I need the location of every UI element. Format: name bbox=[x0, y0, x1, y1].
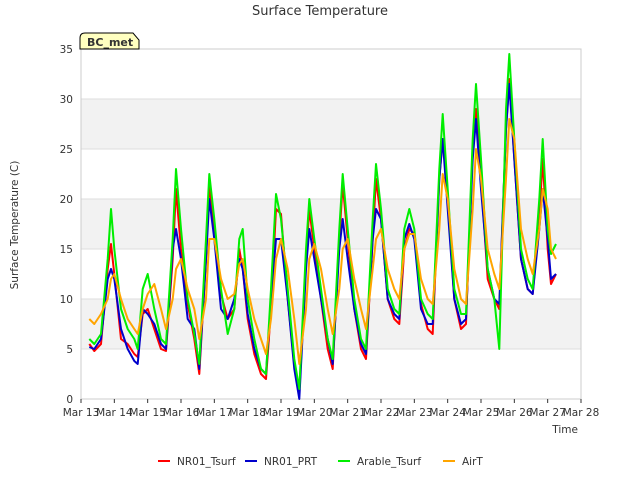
series-lines bbox=[88, 53, 557, 400]
y-tick-label: 5 bbox=[66, 344, 73, 356]
x-tick-label: Mar 28 bbox=[563, 407, 600, 419]
series-line-airt bbox=[88, 118, 557, 365]
y-tick-label: 35 bbox=[60, 44, 73, 56]
y-tick-label: 0 bbox=[66, 394, 73, 406]
x-tick-label: Mar 23 bbox=[396, 407, 433, 419]
legend-label: NR01_PRT bbox=[264, 456, 318, 468]
x-tick-label: Mar 14 bbox=[96, 407, 133, 419]
y-tick-label: 30 bbox=[60, 94, 73, 106]
x-tick-label: Mar 16 bbox=[163, 407, 200, 419]
background-band bbox=[81, 199, 581, 249]
y-tick-label: 15 bbox=[60, 244, 73, 256]
x-tick-label: Mar 13 bbox=[63, 407, 100, 419]
site-label: BC_met bbox=[87, 36, 133, 49]
y-tick-label: 20 bbox=[60, 194, 73, 206]
x-tick-label: Mar 24 bbox=[429, 407, 466, 419]
legend: NR01_Tsurf NR01_PRT Arable_Tsurf AirT bbox=[158, 456, 483, 468]
legend-label: NR01_Tsurf bbox=[177, 456, 236, 468]
background-band bbox=[81, 99, 581, 149]
y-tick-label: 25 bbox=[60, 144, 73, 156]
y-tick-label: 10 bbox=[60, 294, 73, 306]
plot-frame bbox=[80, 48, 582, 400]
y-axis-ticks: 0 5 10 15 20 25 30 35 bbox=[60, 44, 73, 406]
x-tick-label: Mar 22 bbox=[363, 407, 400, 419]
x-axis-label: Time bbox=[551, 424, 578, 436]
x-tick-label: Mar 21 bbox=[329, 407, 366, 419]
x-tick-label: Mar 27 bbox=[529, 407, 566, 419]
legend-label: Arable_Tsurf bbox=[357, 456, 421, 468]
x-tick-label: Mar 15 bbox=[129, 407, 166, 419]
x-tick-label: Mar 26 bbox=[496, 407, 533, 419]
y-axis-label: Surface Temperature (C) bbox=[9, 161, 21, 290]
legend-label: AirT bbox=[462, 456, 483, 468]
x-tick-label: Mar 18 bbox=[229, 407, 266, 419]
x-tick-label: Mar 25 bbox=[463, 407, 500, 419]
site-label-badge: BC_met bbox=[79, 32, 140, 50]
x-tick-label: Mar 17 bbox=[196, 407, 233, 419]
x-tick-label: Mar 19 bbox=[263, 407, 300, 419]
x-tick-label: Mar 20 bbox=[296, 407, 333, 419]
chart-title: Surface Temperature bbox=[252, 4, 388, 19]
